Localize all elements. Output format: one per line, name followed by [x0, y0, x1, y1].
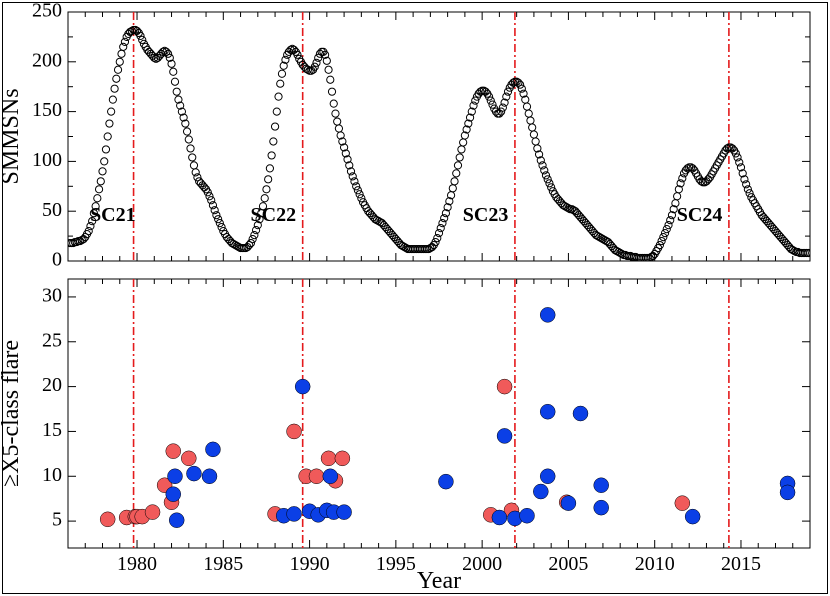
- top-ylabel: SMMSNs: [0, 88, 24, 184]
- cycle-label: SC22: [251, 204, 297, 226]
- svg-text:20: 20: [42, 374, 62, 396]
- svg-text:250: 250: [32, 0, 62, 22]
- flare-series: [100, 307, 795, 527]
- x-tick-label: 1985: [203, 553, 243, 575]
- main-svg: 0 50 100 150 200 250 SC21 SC22 SC23 SC24 SMMSNs 5 10…: [0, 0, 830, 596]
- smmsns-series: [66, 26, 812, 261]
- chart-container: 0 50 100 150 200 250 SC21 SC22 SC23 SC24 SMMSNs 5 10…: [0, 0, 830, 596]
- x-tick-label: 2005: [548, 553, 588, 575]
- cycle-label: SC23: [463, 204, 509, 226]
- top-panel: 0 50 100 150 200 250 SC21 SC22 SC23 SC24: [32, 0, 812, 271]
- x-tick-label: 1990: [290, 553, 330, 575]
- x-tick-label: 2010: [635, 553, 675, 575]
- cycle-label: SC24: [677, 204, 723, 226]
- svg-text:30: 30: [42, 285, 62, 307]
- x-tick-label: 1995: [376, 553, 416, 575]
- x-tick-label: 1980: [117, 553, 157, 575]
- cycle-label: SC21: [90, 204, 136, 226]
- x-axis-title: Year: [417, 568, 461, 594]
- svg-text:0: 0: [52, 249, 62, 271]
- svg-text:5: 5: [52, 509, 62, 531]
- svg-text:200: 200: [32, 49, 62, 71]
- svg-text:150: 150: [32, 99, 62, 121]
- bottom-ylabel: ≥X5-class flare: [0, 340, 24, 487]
- x-tick-label: 2000: [462, 553, 502, 575]
- svg-text:100: 100: [32, 149, 62, 171]
- x-tick-label: 2015: [721, 553, 761, 575]
- svg-text:50: 50: [42, 199, 62, 221]
- svg-text:10: 10: [42, 464, 62, 486]
- svg-text:25: 25: [42, 329, 62, 351]
- svg-text:15: 15: [42, 419, 62, 441]
- bottom-panel: 5 10 15 20 25 30 1980 1985 1990 1995 2000 2005 2010 2…: [42, 279, 810, 575]
